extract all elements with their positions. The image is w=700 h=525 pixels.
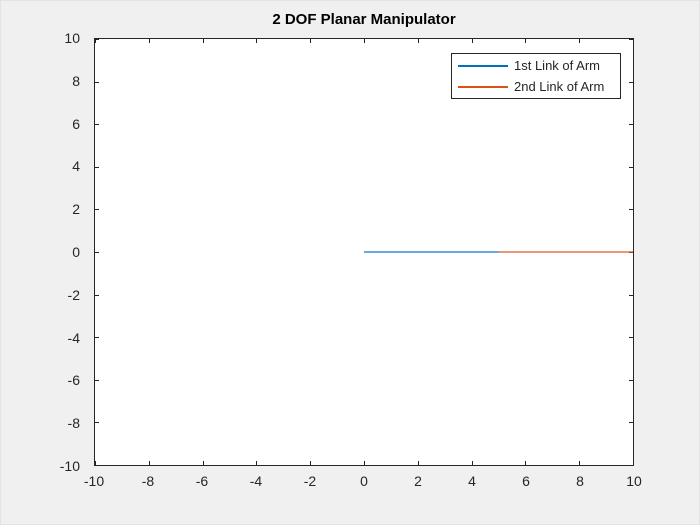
x-tick-mark [525, 461, 527, 465]
y-tick-mark [629, 465, 633, 466]
legend-line-sample-1 [458, 64, 508, 67]
series-line [498, 251, 633, 253]
y-tick-label: 6 [72, 115, 80, 132]
x-tick-label: 0 [360, 473, 368, 489]
x-tick-mark [364, 461, 365, 465]
y-tick-mark [629, 294, 633, 296]
x-tick-mark [364, 39, 365, 43]
x-tick-mark [579, 39, 581, 43]
y-tick-label: -8 [67, 415, 80, 432]
y-tick-mark [629, 209, 633, 211]
x-tick-mark [202, 461, 204, 465]
y-tick-mark [629, 379, 633, 381]
y-tick-mark [629, 166, 633, 168]
y-tick-mark [95, 379, 99, 381]
x-tick-labels: -10 -8 -6 -4 -2 0 2 4 6 8 10 [84, 473, 642, 491]
x-tick-mark [471, 461, 473, 465]
x-tick-label: 2 [414, 473, 422, 489]
y-tick-mark [95, 422, 99, 424]
y-tick-label: 0 [72, 244, 80, 260]
x-tick-mark [417, 461, 419, 465]
y-tick-label: -6 [67, 372, 80, 389]
y-tick-mark [95, 209, 99, 211]
x-tick-label: -6 [195, 473, 209, 489]
y-tick-label: -10 [59, 458, 80, 474]
y-tick-label: -4 [67, 329, 80, 346]
y-tick-mark [629, 39, 633, 40]
x-tick-mark [95, 461, 96, 465]
y-tick-mark [95, 337, 99, 339]
x-tick-label: -10 [83, 473, 105, 489]
y-tick-mark [629, 124, 633, 126]
legend: 1st Link of Arm 2nd Link of Arm [451, 53, 621, 99]
x-tick-mark [202, 39, 204, 43]
legend-line-sample-2 [458, 85, 508, 88]
x-tick-mark [633, 39, 634, 43]
x-tick-mark [256, 461, 258, 465]
x-tick-mark [148, 39, 150, 43]
y-tick-mark [95, 465, 99, 466]
y-tick-mark [629, 422, 633, 424]
x-tick-mark [310, 39, 312, 43]
x-tick-label: -8 [141, 473, 155, 489]
legend-entry: 1st Link of Arm [452, 55, 620, 76]
x-tick-mark [417, 39, 419, 43]
y-tick-mark [95, 124, 99, 126]
x-tick-mark [95, 39, 96, 43]
x-tick-mark [310, 461, 312, 465]
y-tick-mark [629, 337, 633, 339]
x-tick-mark [633, 461, 634, 465]
y-tick-label: 10 [64, 30, 80, 46]
y-tick-labels: -10 -8 -6 -4 -2 0 2 4 6 8 10 [1, 30, 87, 474]
y-tick-label: 2 [72, 201, 80, 218]
x-tick-label: -2 [303, 473, 317, 489]
x-tick-mark [471, 39, 473, 43]
y-tick-mark [629, 81, 633, 83]
y-tick-label: 8 [72, 72, 80, 89]
x-tick-label: 6 [522, 473, 530, 489]
plot-area: 1st Link of Arm 2nd Link of Arm [94, 38, 634, 466]
y-tick-label: 4 [72, 158, 80, 175]
x-tick-mark [148, 461, 150, 465]
x-tick-label: -4 [249, 473, 263, 489]
x-tick-mark [256, 39, 258, 43]
y-tick-mark [95, 81, 99, 83]
x-tick-label: 10 [626, 473, 642, 489]
legend-entry: 2nd Link of Arm [452, 76, 620, 97]
series-line [364, 251, 499, 253]
x-tick-mark [525, 39, 527, 43]
chart-title: 2 DOF Planar Manipulator [272, 11, 456, 28]
y-tick-mark [95, 39, 99, 40]
y-tick-label: -2 [67, 286, 80, 303]
x-tick-mark [579, 461, 581, 465]
legend-label: 1st Link of Arm [514, 58, 600, 73]
y-tick-mark [95, 166, 99, 168]
y-tick-mark [95, 252, 99, 253]
y-tick-mark [95, 294, 99, 296]
legend-label: 2nd Link of Arm [514, 79, 605, 94]
x-tick-label: 8 [576, 473, 584, 489]
x-tick-label: 4 [468, 473, 476, 489]
